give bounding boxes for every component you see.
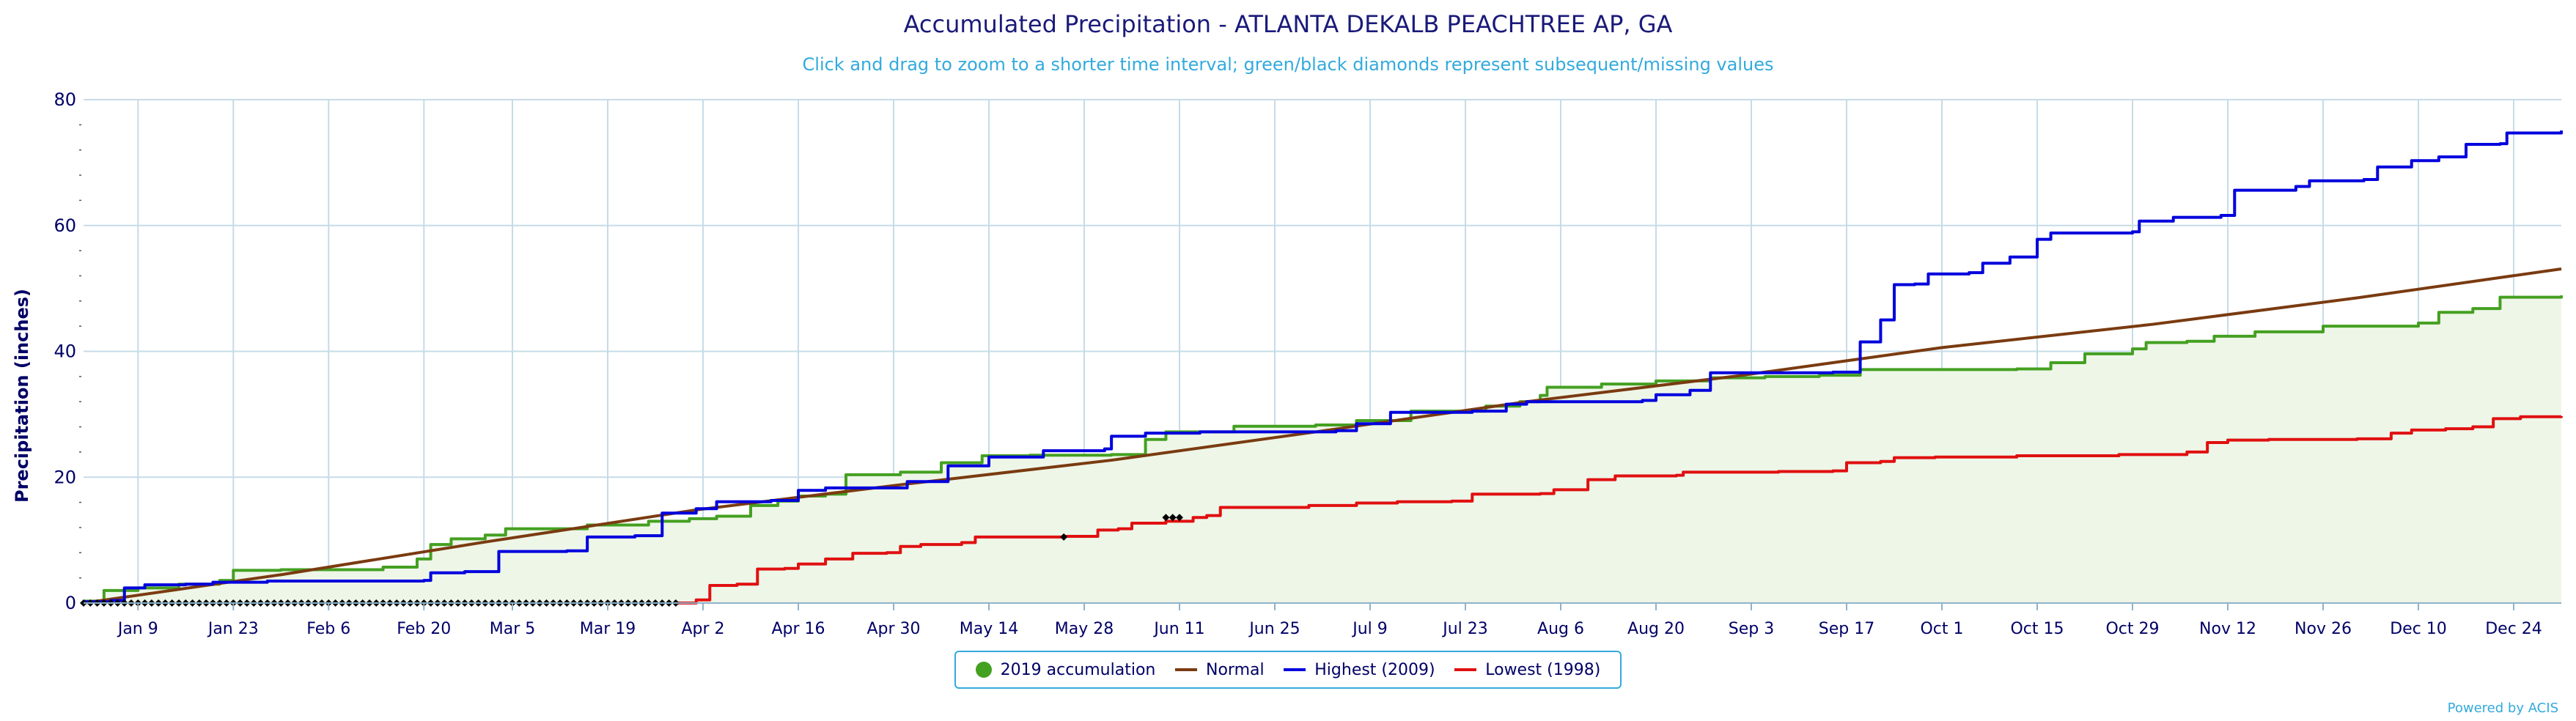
x-tick-label: Oct 29 bbox=[2105, 620, 2159, 638]
x-tick-label: Jul 23 bbox=[1441, 620, 1488, 638]
x-tick-label: Nov 12 bbox=[2199, 620, 2256, 638]
x-tick-label: Nov 26 bbox=[2295, 620, 2352, 638]
y-tick-label: 40 bbox=[54, 341, 76, 362]
chart-subtitle: Click and drag to zoom to a shorter time… bbox=[802, 54, 1774, 75]
missing-value-marker bbox=[1060, 533, 1068, 541]
legend-label-2019: 2019 accumulation bbox=[1000, 660, 1156, 679]
chart-title: Accumulated Precipitation - ATLANTA DEKA… bbox=[903, 10, 1673, 38]
powered-by-credit[interactable]: Powered by ACIS bbox=[2447, 700, 2558, 716]
legend-marker-highest bbox=[1284, 668, 1306, 671]
x-tick-label: Jan 23 bbox=[207, 620, 259, 638]
legend-marker-normal bbox=[1175, 668, 1197, 671]
x-tick-label: Apr 2 bbox=[681, 620, 724, 638]
legend-label-highest: Highest (2009) bbox=[1314, 660, 1435, 679]
x-tick-label: Jan 9 bbox=[117, 620, 158, 638]
legend-label-lowest: Lowest (1998) bbox=[1485, 660, 1601, 679]
missing-value-marker bbox=[1162, 514, 1170, 522]
legend-item-lowest[interactable]: Lowest (1998) bbox=[1454, 661, 1600, 679]
x-tick-label: Aug 6 bbox=[1537, 620, 1584, 638]
series-line-lowest bbox=[675, 415, 2563, 604]
series-area-2019 bbox=[84, 295, 2561, 603]
x-tick-label: Oct 1 bbox=[1920, 620, 1963, 638]
x-tick-label: May 28 bbox=[1055, 620, 1114, 638]
y-tick-label: 20 bbox=[54, 467, 76, 487]
y-tick-label: 60 bbox=[54, 215, 76, 236]
x-tick-label: Dec 24 bbox=[2485, 620, 2542, 638]
legend-item-highest[interactable]: Highest (2009) bbox=[1284, 661, 1435, 679]
x-tick-label: Dec 10 bbox=[2390, 620, 2447, 638]
y-tick-label: 0 bbox=[65, 593, 76, 613]
x-tick-label: Oct 15 bbox=[2010, 620, 2064, 638]
x-tick-label: Aug 20 bbox=[1627, 620, 1685, 638]
x-tick-label: Apr 16 bbox=[771, 620, 825, 638]
x-tick-label: Sep 17 bbox=[1819, 620, 1874, 638]
series-line-highest bbox=[84, 130, 2563, 604]
x-tick-label: Jul 9 bbox=[1351, 620, 1388, 638]
chart-legend: 2019 accumulation Normal Highest (2009) … bbox=[954, 651, 1622, 689]
x-tick-label: Apr 30 bbox=[866, 620, 920, 638]
x-tick-label: Feb 20 bbox=[397, 620, 451, 638]
legend-label-normal: Normal bbox=[1206, 660, 1265, 679]
x-tick-label: May 14 bbox=[960, 620, 1018, 638]
x-tick-label: Sep 3 bbox=[1729, 620, 1774, 638]
x-tick-label: Jun 11 bbox=[1152, 620, 1204, 638]
missing-value-marker bbox=[1169, 514, 1177, 522]
legend-marker-lowest bbox=[1454, 668, 1477, 671]
legend-item-2019[interactable]: 2019 accumulation bbox=[975, 660, 1156, 679]
x-tick-label: Mar 19 bbox=[580, 620, 636, 638]
legend-item-normal[interactable]: Normal bbox=[1175, 661, 1265, 679]
legend-marker-2019 bbox=[975, 662, 992, 678]
y-tick-label: 80 bbox=[54, 89, 76, 110]
x-tick-label: Mar 5 bbox=[490, 620, 536, 638]
x-tick-label: Jun 25 bbox=[1248, 620, 1300, 638]
missing-value-marker bbox=[1176, 514, 1183, 522]
x-tick-label: Feb 6 bbox=[306, 620, 350, 638]
